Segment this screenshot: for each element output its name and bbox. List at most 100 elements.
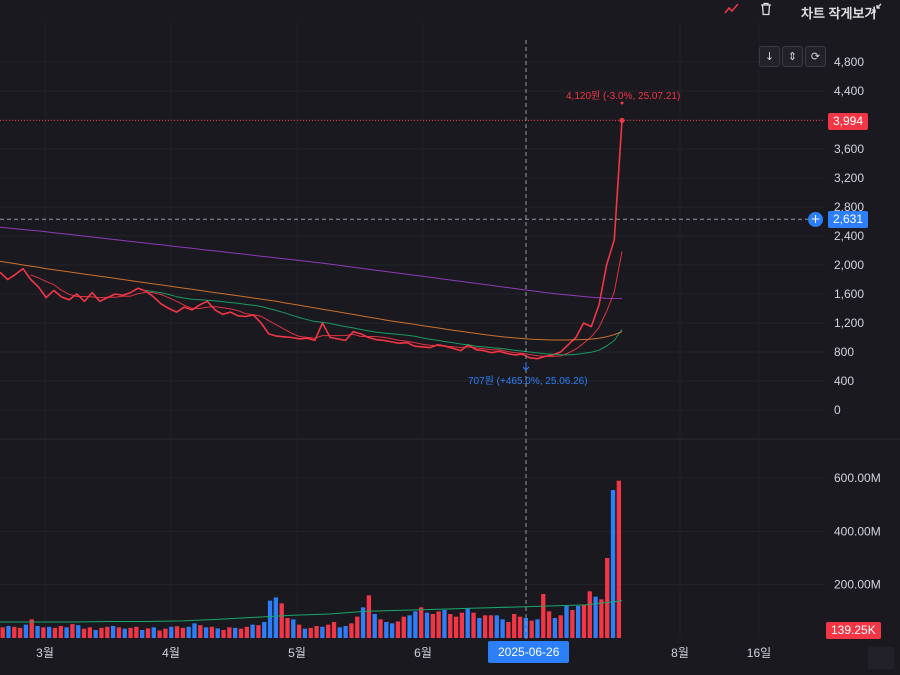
low-annotation: 707원 (+465.0%, 25.06.26) (468, 376, 588, 387)
volume-bar (326, 624, 331, 638)
volume-bar (227, 627, 232, 638)
volume-bar (157, 630, 162, 638)
volume-bar (29, 619, 34, 638)
volume-bar (459, 612, 465, 638)
volume-bar (128, 627, 133, 638)
volume-bar (87, 627, 93, 638)
crosshair-price-badge: 2,631 (828, 211, 869, 228)
volume-badge: 139.25K (826, 622, 881, 639)
price-tick-label: 4,800 (834, 55, 864, 69)
volume-bar (593, 596, 598, 638)
volume-bar (256, 625, 261, 638)
volume-bar (581, 604, 587, 638)
volume-bar (482, 615, 488, 638)
price-tick-label: 4,400 (834, 84, 864, 98)
volume-bar (81, 628, 87, 638)
grid (0, 22, 900, 638)
volume-bar (389, 623, 395, 638)
volume-bar (558, 615, 563, 638)
x-tick-label: 16일 (747, 646, 771, 660)
volume-tick-label: 400.00M (834, 524, 881, 538)
volume-bar (308, 627, 313, 638)
volume-bar (262, 622, 267, 638)
reset-icon[interactable]: ⟳ (805, 46, 826, 67)
price-tick-label: 1,600 (834, 287, 864, 301)
volume-bar (488, 615, 494, 638)
volume-tick-label: 600.00M (834, 471, 881, 485)
volume-bar (110, 626, 116, 638)
volume-bar (442, 610, 447, 638)
volume-bar (552, 618, 558, 638)
axes: 4,8004,4004,0003,6003,2002,8002,4002,000… (36, 55, 881, 660)
volume-bar (244, 626, 249, 638)
download-icon[interactable]: ↓ (759, 46, 780, 67)
volume-bar (419, 607, 424, 638)
volume-bar (35, 626, 40, 638)
volume-bar (180, 627, 186, 638)
volume-bar (529, 620, 534, 638)
x-tick-label: 5월 (288, 646, 306, 660)
series-line-ma20 (145, 289, 623, 356)
volume-bar (599, 599, 604, 638)
fit-vertical-icon[interactable]: ⇕ (782, 46, 803, 67)
volume-tick-label: 200.00M (834, 578, 881, 592)
scroll-handle (868, 647, 894, 669)
volume-bar (52, 627, 58, 638)
volume-bar (169, 626, 174, 638)
volume-bar (209, 626, 215, 638)
volume-bar (279, 603, 284, 638)
volume-bar (331, 622, 337, 638)
crosshair-date-badge: 2025-06-26 (488, 641, 570, 663)
volume-bar (186, 626, 191, 638)
collapse-arrows-icon[interactable] (869, 2, 883, 19)
add-alert-icon[interactable]: + (808, 212, 823, 227)
volume-bar (453, 616, 459, 638)
volume-bar (233, 627, 238, 638)
volume-bar (564, 606, 569, 638)
volume-bar (471, 612, 476, 638)
volume-bar (238, 628, 244, 638)
series-line-ma5 (30, 251, 623, 357)
volume-bar (401, 616, 406, 638)
volume-bar (320, 626, 325, 638)
volume-bar (47, 626, 52, 638)
price-tick-label: 2,000 (834, 258, 864, 272)
volume-bar (163, 628, 168, 638)
x-tick-label: 8월 (671, 646, 689, 660)
chart-minimize-label[interactable]: 차트 작게보기 (801, 6, 877, 21)
volume-bar (355, 616, 360, 638)
volume-bar (302, 628, 308, 638)
price-tick-label: 2,400 (834, 229, 864, 243)
volume-bar (76, 625, 81, 638)
volume-bar (500, 619, 505, 638)
volume-bar (70, 624, 75, 638)
volume-bar (366, 595, 372, 638)
volume-bar (285, 618, 290, 638)
volume-bar (174, 626, 180, 638)
trash-icon[interactable] (759, 2, 773, 19)
volume-bar (250, 624, 255, 638)
volume-bar (198, 625, 203, 638)
price-tick-label: 2,800 (834, 200, 864, 214)
volume-bar (407, 615, 412, 638)
series-line-close (0, 120, 623, 360)
price-tick-label: 400 (834, 374, 854, 388)
volume-bar (151, 627, 156, 638)
volume-bar (99, 627, 104, 638)
volume-ma-line (0, 600, 623, 623)
volume-bar (506, 622, 511, 638)
volume-bar (610, 490, 616, 638)
series-line-ma120 (0, 226, 623, 300)
volume-bar (587, 591, 592, 638)
volume-bar (0, 627, 5, 638)
volume-bar (116, 627, 122, 638)
volume-bar (343, 626, 348, 638)
trend-line-icon[interactable] (724, 2, 740, 19)
volume-bar (575, 606, 581, 638)
volume-bar (360, 607, 366, 638)
volume-bar (203, 627, 209, 638)
series-line-ma60 (0, 260, 623, 341)
volume-bar (291, 619, 296, 638)
price-tick-label: 800 (834, 345, 854, 359)
